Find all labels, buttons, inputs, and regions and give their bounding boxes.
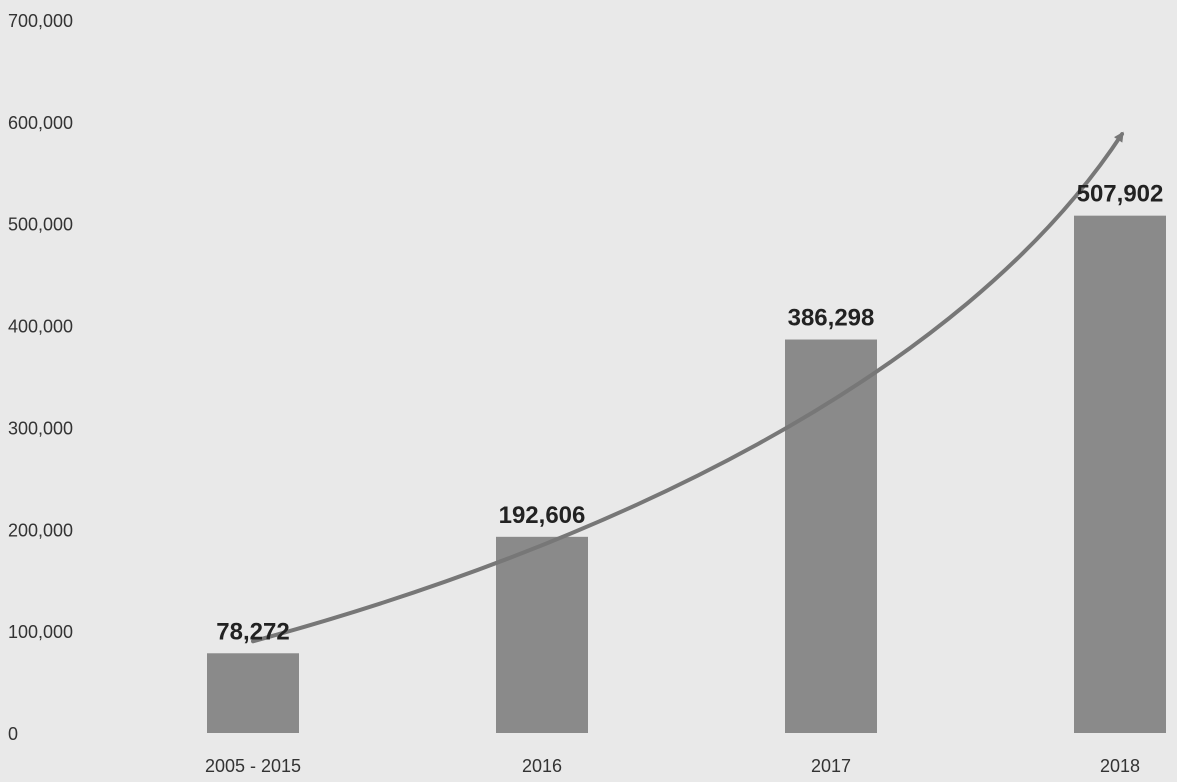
x-axis: 2005 - 2015 2016 2017 2018 (205, 756, 1140, 776)
bar (785, 339, 877, 733)
data-labels: 78,272 192,606 386,298 507,902 (216, 181, 1163, 646)
trend-arrow-group (251, 131, 1124, 644)
bars (207, 215, 1166, 733)
bar (1074, 215, 1166, 733)
y-tick-label: 0 (8, 724, 18, 744)
data-label: 386,298 (788, 305, 875, 332)
y-tick-label: 700,000 (8, 11, 73, 31)
x-tick-label: 2017 (811, 756, 851, 776)
data-label: 78,272 (216, 618, 289, 645)
y-tick-label: 100,000 (8, 622, 73, 642)
y-axis: 0 100,000 200,000 300,000 400,000 500,000 600,… (8, 11, 73, 744)
y-tick-label: 400,000 (8, 317, 73, 337)
y-tick-label: 300,000 (8, 418, 73, 438)
y-tick-label: 200,000 (8, 520, 73, 540)
data-label: 507,902 (1077, 181, 1164, 208)
x-tick-label: 2018 (1100, 756, 1140, 776)
bar (207, 653, 299, 733)
bar (496, 536, 588, 733)
data-label: 192,606 (499, 502, 586, 529)
trend-arrow (251, 131, 1124, 644)
x-tick-label: 2005 - 2015 (205, 756, 301, 776)
x-tick-label: 2016 (522, 756, 562, 776)
y-tick-label: 600,000 (8, 113, 73, 133)
y-tick-label: 500,000 (8, 215, 73, 235)
